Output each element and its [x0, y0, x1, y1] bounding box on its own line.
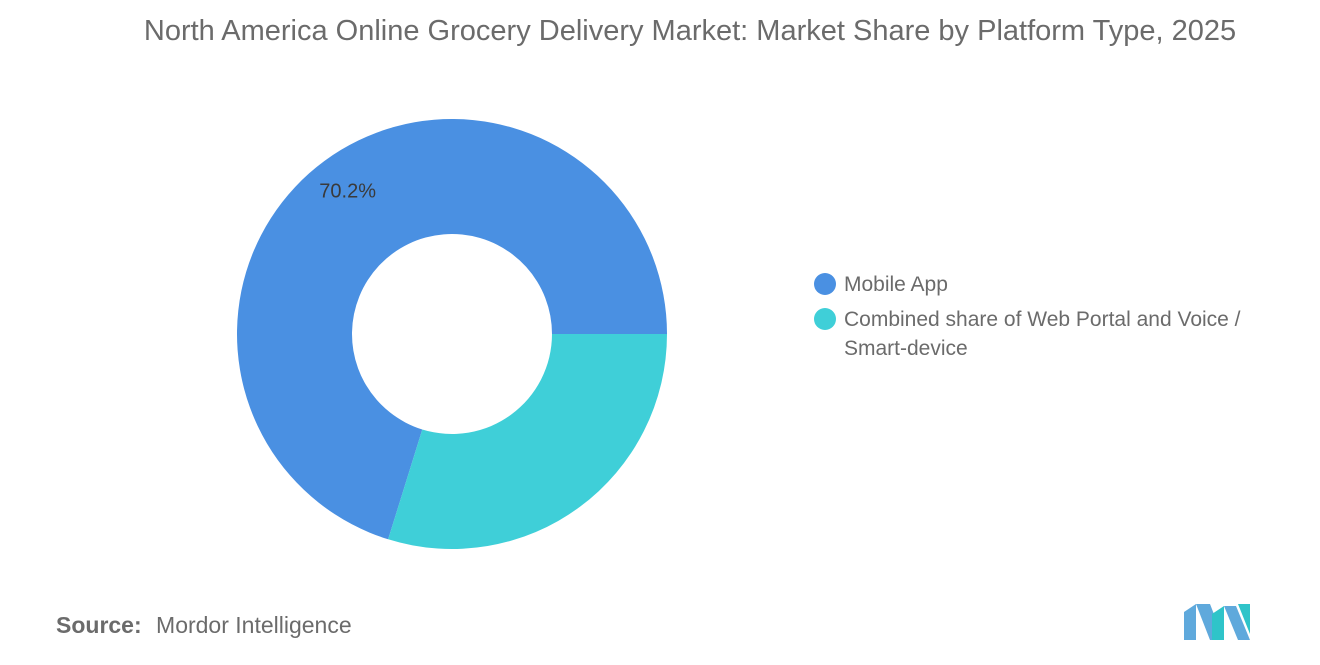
- donut-slice-1[interactable]: [388, 334, 667, 550]
- donut-slices: [237, 119, 668, 550]
- legend-swatch-web-voice: [814, 308, 836, 330]
- donut-data-labels: 70.2%: [319, 181, 376, 203]
- source-note: Source: Mordor Intelligence: [56, 612, 352, 639]
- legend-item-web-voice[interactable]: Combined share of Web Portal and Voice /…: [814, 305, 1284, 363]
- legend-item-mobile-app[interactable]: Mobile App: [814, 270, 1284, 299]
- source-prefix: Source:: [56, 612, 142, 638]
- data-label-0: 70.2%: [319, 181, 376, 203]
- legend-label-web-voice: Combined share of Web Portal and Voice /…: [844, 308, 1241, 360]
- chart-title: North America Online Grocery Delivery Ma…: [143, 15, 1237, 47]
- legend-label-mobile-app: Mobile App: [844, 273, 948, 296]
- chart-legend: Mobile App Combined share of Web Portal …: [814, 270, 1284, 369]
- legend-swatch-mobile-app: [814, 273, 836, 295]
- source-text: Mordor Intelligence: [156, 612, 352, 638]
- donut-slice-0[interactable]: [237, 119, 668, 540]
- mordor-intelligence-logo-icon: [1184, 604, 1250, 640]
